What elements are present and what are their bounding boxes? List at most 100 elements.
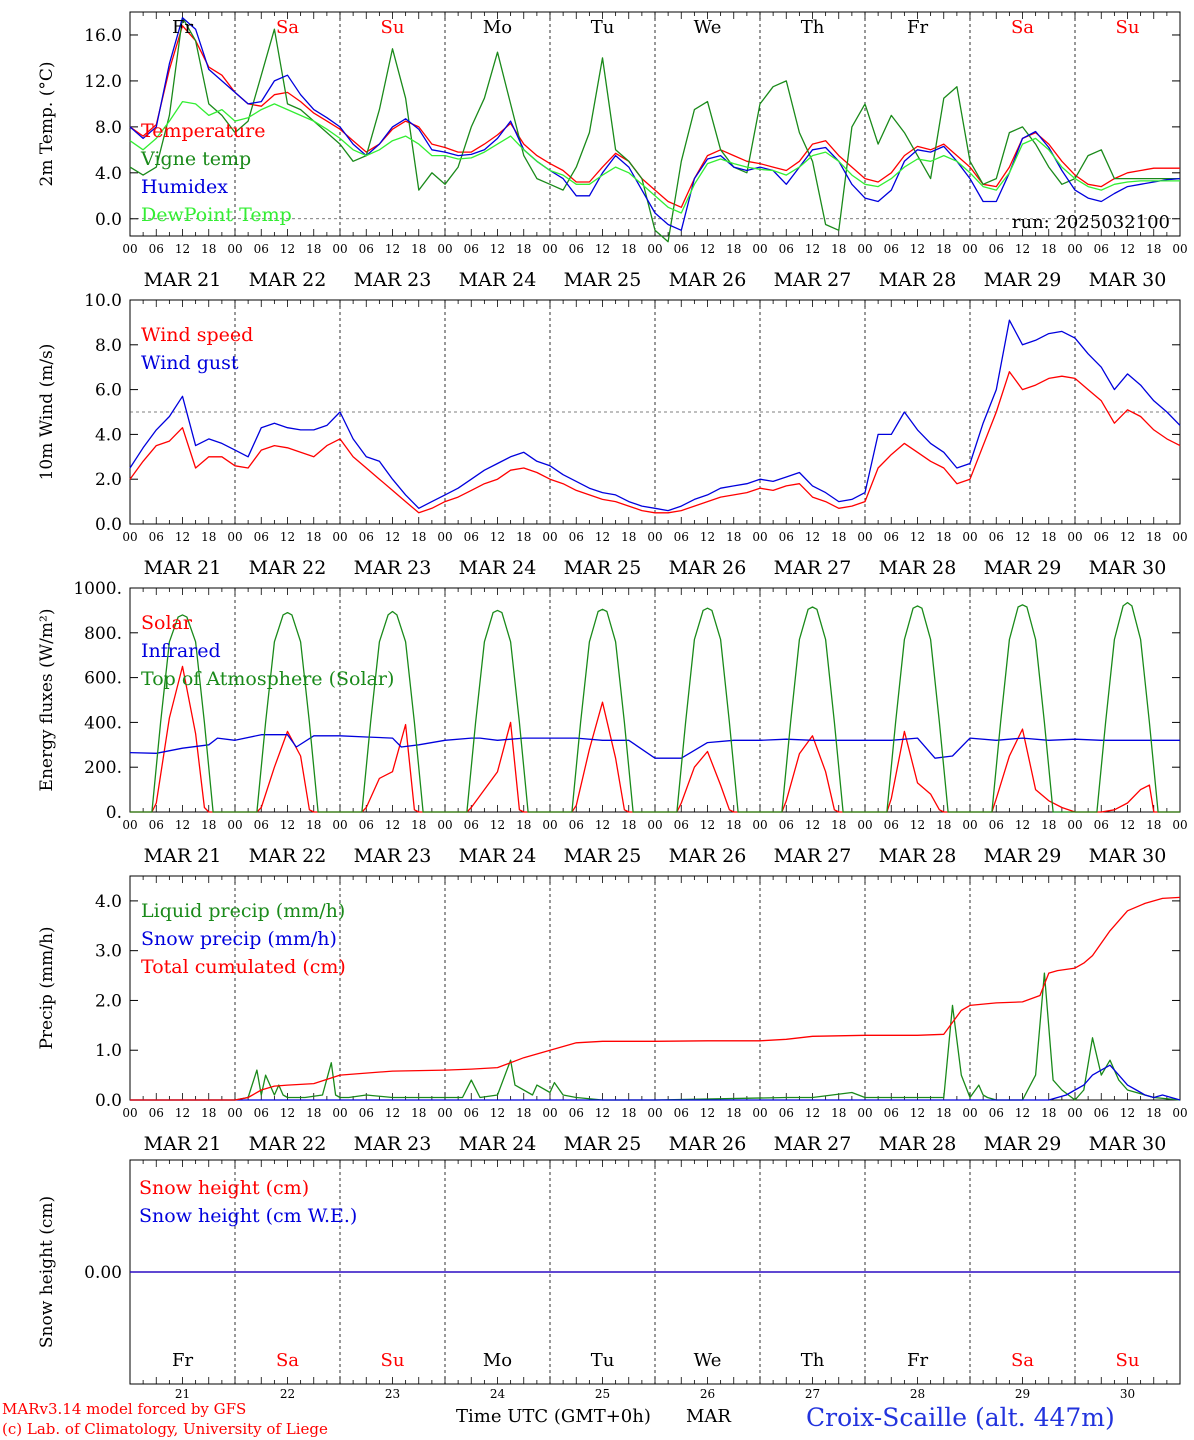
hour-label: 18 [621, 818, 636, 832]
legend-entry: Infrared [141, 640, 221, 662]
day-name: Su [381, 17, 405, 38]
lab-credit: (c) Lab. of Climatology, University of L… [2, 1420, 328, 1438]
y-tick-label: 2.0 [95, 470, 122, 490]
date-label: MAR 29 [984, 845, 1062, 867]
hour-label: 12 [385, 530, 400, 544]
day-number: 27 [805, 1387, 820, 1401]
hour-label: 06 [884, 818, 899, 832]
hour-label: 12 [175, 530, 190, 544]
hour-label: 18 [1041, 1106, 1056, 1120]
hour-label: 00 [857, 1106, 872, 1120]
hour-label: 06 [989, 1106, 1004, 1120]
hour-label: 06 [779, 242, 794, 256]
date-label: MAR 23 [354, 1133, 432, 1155]
hour-label: 12 [805, 242, 820, 256]
day-name: Mo [483, 17, 512, 38]
hour-label: 00 [647, 242, 662, 256]
y-tick-label: 1.0 [95, 1041, 122, 1061]
hour-label: 18 [831, 530, 846, 544]
day-name: We [694, 17, 722, 38]
hour-label: 00 [227, 818, 242, 832]
hour-label: 12 [1120, 242, 1135, 256]
hour-label: 18 [1041, 242, 1056, 256]
hour-label: 12 [1015, 1106, 1030, 1120]
hour-label: 06 [464, 242, 479, 256]
series-line [130, 1064, 1181, 1101]
hour-label: 18 [201, 818, 216, 832]
hour-label: 12 [490, 530, 505, 544]
y-tick-label: 6.0 [95, 381, 122, 401]
hour-label: 00 [437, 1106, 452, 1120]
hour-label: 18 [1146, 1106, 1161, 1120]
date-label: MAR 25 [564, 557, 642, 579]
date-label: MAR 21 [144, 557, 222, 579]
legend-entry: DewPoint Temp [141, 204, 292, 226]
hour-label: 12 [1120, 1106, 1135, 1120]
day-number: 21 [175, 1387, 190, 1401]
day-name: Fr [907, 17, 928, 38]
hour-label: 06 [674, 242, 689, 256]
date-label: MAR 28 [879, 845, 957, 867]
hour-label: 06 [989, 818, 1004, 832]
legend-entry: Wind speed [141, 324, 253, 346]
hour-label: 00 [542, 242, 557, 256]
hour-label: 12 [1120, 530, 1135, 544]
date-label: MAR 22 [249, 1133, 327, 1155]
hour-label: 00 [962, 818, 977, 832]
date-label: MAR 23 [354, 269, 432, 291]
hour-label: 18 [306, 818, 321, 832]
hour-label: 18 [726, 242, 741, 256]
hour-label: 00 [1067, 1106, 1082, 1120]
date-label: MAR 22 [249, 845, 327, 867]
day-name: Su [381, 1350, 405, 1371]
hour-label: 12 [385, 1106, 400, 1120]
hour-label: 12 [385, 818, 400, 832]
day-name: We [694, 1350, 722, 1371]
hour-label: 00 [752, 530, 767, 544]
day-name: Th [801, 17, 825, 38]
hour-label: 00 [752, 1106, 767, 1120]
y-tick-label: 0.0 [95, 1091, 122, 1111]
day-number: 28 [910, 1387, 925, 1401]
hour-label: 18 [516, 242, 531, 256]
hour-label: 12 [385, 242, 400, 256]
day-name: Fr [172, 1350, 193, 1371]
hour-label: 06 [674, 818, 689, 832]
hour-label: 00 [1172, 530, 1187, 544]
hour-label: 00 [1172, 818, 1187, 832]
hour-label: 18 [1041, 818, 1056, 832]
hour-label: 06 [359, 1106, 374, 1120]
day-name: Sa [1011, 1350, 1034, 1371]
hour-label: 00 [227, 530, 242, 544]
hour-label: 06 [1094, 530, 1109, 544]
hour-label: 00 [332, 818, 347, 832]
hour-label: 18 [1146, 530, 1161, 544]
legend-entry: Top of Atmosphere (Solar) [141, 668, 394, 690]
y-tick-label: 0.00 [84, 1263, 122, 1283]
hour-label: 00 [962, 242, 977, 256]
series-line [130, 601, 1180, 813]
hour-label: 12 [595, 1106, 610, 1120]
series-line [129, 371, 1181, 514]
hour-label: 00 [122, 242, 137, 256]
legend-entry: Wind gust [141, 352, 239, 374]
hour-label: 18 [516, 1106, 531, 1120]
hour-label: 18 [936, 530, 951, 544]
day-number: 30 [1120, 1387, 1135, 1401]
date-label: MAR 29 [984, 1133, 1062, 1155]
hour-label: 18 [936, 818, 951, 832]
hour-label: 00 [1172, 1106, 1187, 1120]
hour-label: 06 [254, 818, 269, 832]
hour-label: 12 [175, 242, 190, 256]
hour-label: 18 [1146, 818, 1161, 832]
y-tick-label: 16.0 [84, 26, 122, 46]
time-axis-label: Time UTC (GMT+0h) [456, 1406, 651, 1427]
date-label: MAR 24 [459, 557, 537, 579]
series-line [129, 17, 1181, 231]
day-name: Sa [276, 1350, 299, 1371]
hour-label: 12 [700, 818, 715, 832]
legend-entry: Humidex [141, 176, 228, 198]
hour-label: 18 [516, 530, 531, 544]
hour-label: 12 [1015, 530, 1030, 544]
hour-label: 12 [595, 242, 610, 256]
